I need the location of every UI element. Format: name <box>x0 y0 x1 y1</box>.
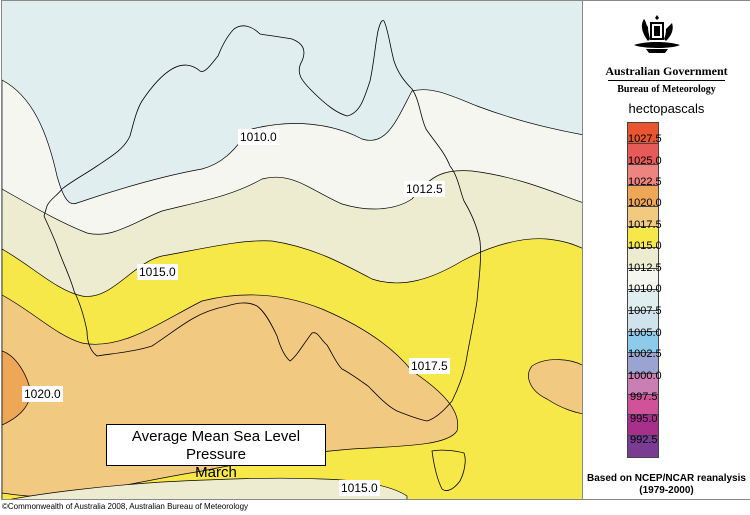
tick-label: 1022.5 <box>628 176 662 188</box>
data-source-line2: (1979-2000) <box>639 485 694 496</box>
map-title-box: Average Mean Sea Level Pressure March <box>106 424 326 481</box>
tick-label: 997.5 <box>630 391 658 403</box>
tick-label: 1027.5 <box>628 133 662 145</box>
swatch-1007-5 <box>628 311 658 332</box>
swatch-1002-5 <box>628 352 658 374</box>
tick-label: 1025.0 <box>628 155 662 167</box>
tick-label: 1005.0 <box>628 327 662 339</box>
data-source-note: Based on NCEP/NCAR reanalysis (1979-2000… <box>583 473 750 497</box>
swatch-997-5 <box>628 394 658 416</box>
swatch-1030 <box>628 123 658 144</box>
contour-label-1015-north: 1015.0 <box>137 264 178 280</box>
data-source-line1: Based on NCEP/NCAR reanalysis <box>587 473 746 484</box>
agency-divider <box>608 80 725 81</box>
swatch-1017-5 <box>628 227 658 249</box>
tick-label: 1010.0 <box>628 283 662 295</box>
contour-label-1020: 1020.0 <box>22 386 63 402</box>
copyright-notice: ©Commonwealth of Australia 2008, Austral… <box>2 502 249 511</box>
pressure-map: 1010.0 1012.5 1015.0 1017.5 1020.0 1015.… <box>1 0 583 500</box>
tick-label: 1002.5 <box>628 348 662 360</box>
legend-panel: Australian Government Bureau of Meteorol… <box>583 0 750 500</box>
legend-units: hectopascals <box>628 101 705 116</box>
contour-label-1017-5: 1017.5 <box>409 358 450 374</box>
color-scale <box>627 122 659 459</box>
contour-label-1015-south: 1015.0 <box>339 480 380 496</box>
swatch-1015 <box>628 248 658 270</box>
contour-map-svg <box>2 1 582 499</box>
swatch-1022-5 <box>628 185 658 207</box>
tick-label: 1020.0 <box>628 197 662 209</box>
swatch-1025 <box>628 164 658 186</box>
tick-label: 992.5 <box>630 434 658 446</box>
tick-label: 1015.0 <box>628 240 662 252</box>
swatch-995 <box>628 415 658 437</box>
bureau-name: Bureau of Meteorology <box>617 84 716 95</box>
swatch-1020 <box>628 206 658 228</box>
tick-label: 1017.5 <box>628 219 662 231</box>
swatch-1005 <box>628 331 658 353</box>
contour-label-1010: 1010.0 <box>238 129 279 145</box>
map-subtitle-month: March <box>195 464 237 481</box>
contour-label-1012-5: 1012.5 <box>404 181 445 197</box>
swatch-1027-5 <box>628 143 658 165</box>
tick-label: 1007.5 <box>628 305 662 317</box>
swatch-1012-5 <box>628 269 658 291</box>
tick-label: 995.0 <box>630 413 658 425</box>
map-title: Average Mean Sea Level Pressure <box>131 428 301 463</box>
agency-name: Australian Government <box>605 64 728 78</box>
tick-label: 1012.5 <box>628 262 662 274</box>
tick-label: 1000.0 <box>628 370 662 382</box>
swatch-1000 <box>628 373 658 395</box>
coat-of-arms-icon <box>634 15 680 53</box>
swatch-1010 <box>628 290 658 312</box>
swatch-992-5 <box>628 436 658 458</box>
